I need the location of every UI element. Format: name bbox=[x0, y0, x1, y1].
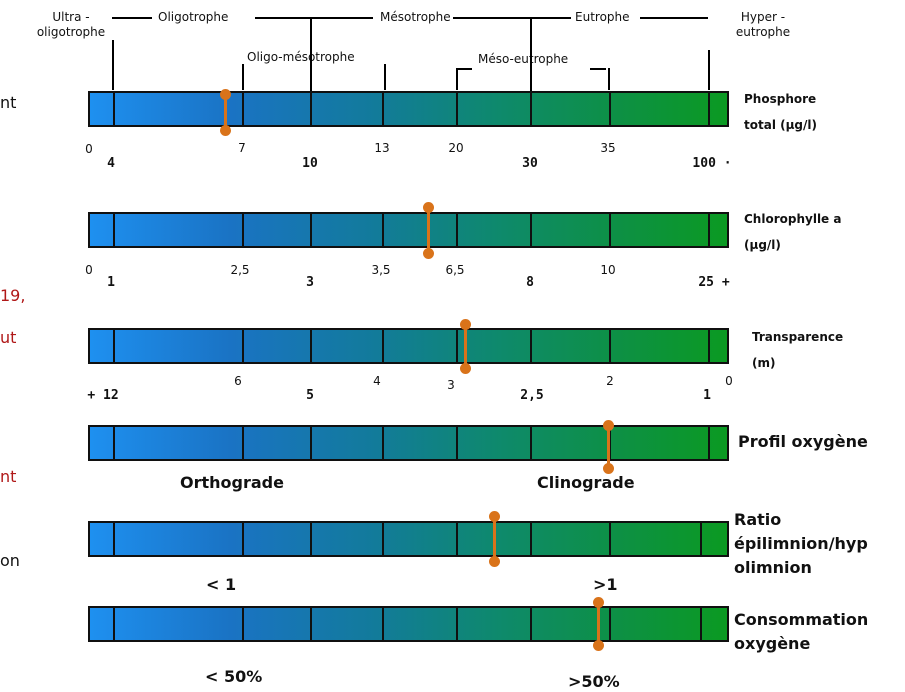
tick-label-bold: 30 bbox=[522, 156, 538, 171]
tick-label-bold: 3 bbox=[306, 275, 314, 290]
segment-clinograde: Clinograde bbox=[537, 473, 635, 492]
tick-label-bold: 8 bbox=[526, 275, 534, 290]
tick-label: 7 bbox=[238, 141, 246, 155]
bracket-ultra bbox=[112, 40, 114, 90]
marker-transparence bbox=[460, 319, 471, 374]
category-eutrophe: Eutrophe bbox=[575, 10, 630, 24]
tick-label: 10 bbox=[600, 263, 616, 277]
category-mesotrophe: Mésotrophe bbox=[380, 10, 451, 24]
segment-conso-high: >50% bbox=[568, 672, 620, 691]
marker-profil-oxygene bbox=[603, 420, 614, 474]
category-hyper-eutrophe: Hyper - eutrophe bbox=[735, 10, 791, 39]
tick-label-bold: 10 bbox=[302, 156, 318, 171]
segment-conso-low: < 50% bbox=[205, 667, 263, 686]
tick-label-bold: 25 + bbox=[698, 275, 730, 290]
tick-label: 6 bbox=[234, 374, 242, 388]
category-meso-eutrophe: Méso-eutrophe bbox=[478, 52, 569, 66]
label-ratio: Ratio épilimnion/hyp olimnion bbox=[734, 510, 868, 577]
bracket-oligo-meso bbox=[242, 64, 386, 90]
bar-consommation bbox=[88, 606, 729, 642]
bracket-meso-eutro-top-left bbox=[456, 68, 472, 70]
tick-label: 20 bbox=[448, 141, 464, 155]
tick-label: 2,5 bbox=[230, 263, 250, 277]
tick-label: 0 bbox=[85, 263, 93, 277]
tick-label-bold: 100 · bbox=[692, 156, 732, 171]
bar-transparence bbox=[88, 328, 729, 364]
bar-ratio bbox=[88, 521, 729, 557]
label-profil-oxygene: Profil oxygène bbox=[738, 432, 868, 451]
bracket-oligo-meso-mid bbox=[310, 17, 312, 91]
tick-label-bold: 2,5 bbox=[520, 388, 544, 403]
label-transparence: Transparence (m) bbox=[752, 330, 844, 370]
label-chlorophylle: Chlorophylle a (µg/l) bbox=[744, 212, 842, 252]
cut-text-3: ut bbox=[0, 328, 17, 347]
cut-text-1: nt bbox=[0, 93, 17, 112]
tick-label: 13 bbox=[374, 141, 390, 155]
label-phosphore: Phosphore total (µg/l) bbox=[744, 92, 817, 132]
category-ultra-oligotrophe: Ultra - oligotrophe bbox=[36, 10, 106, 39]
marker-chlorophylle bbox=[423, 202, 434, 259]
cut-text-2: 19, bbox=[0, 286, 26, 305]
bracket-meso-eutro-top-right bbox=[590, 68, 606, 70]
tick-label: 3,5 bbox=[371, 263, 391, 277]
label-consommation: Consommation oxygène bbox=[734, 610, 869, 653]
tick-label: 0 bbox=[725, 374, 733, 388]
marker-phosphore bbox=[220, 89, 231, 136]
bracket-meso-right bbox=[453, 17, 571, 19]
bar-phosphore bbox=[88, 91, 729, 127]
tick-label-bold: 4 bbox=[107, 156, 115, 171]
segment-ratio-high: >1 bbox=[593, 575, 618, 594]
tick-label: 4 bbox=[373, 374, 381, 388]
tick-label: 2 bbox=[606, 374, 614, 388]
marker-consommation bbox=[593, 597, 604, 651]
bracket-meso-eutro bbox=[456, 68, 610, 90]
bar-chlorophylle bbox=[88, 212, 729, 248]
segment-orthograde: Orthograde bbox=[180, 473, 284, 492]
tick-label: 6,5 bbox=[445, 263, 465, 277]
category-oligo-mesotrophe: Oligo-mésotrophe bbox=[247, 50, 355, 64]
bracket-oligo-left bbox=[112, 17, 152, 19]
tick-label-bold: 1 bbox=[703, 388, 711, 403]
tick-label: 35 bbox=[600, 141, 616, 155]
bracket-meso-eutro-mid bbox=[530, 17, 532, 91]
tick-label-bold: 5 bbox=[306, 388, 314, 403]
tick-label-bold: 1 bbox=[107, 275, 115, 290]
bracket-hyper bbox=[708, 50, 710, 90]
bracket-eutro-right bbox=[640, 17, 708, 19]
cut-text-5: on bbox=[0, 551, 20, 570]
tick-label-bold: + 12 bbox=[87, 388, 119, 403]
tick-label: 0 bbox=[85, 142, 93, 156]
bracket-oligo-right bbox=[255, 17, 373, 19]
segment-ratio-low: < 1 bbox=[206, 575, 237, 594]
bar-profil-oxygene bbox=[88, 425, 729, 461]
tick-label: 3 bbox=[447, 378, 455, 392]
category-oligotrophe: Oligotrophe bbox=[158, 10, 229, 24]
marker-ratio bbox=[489, 511, 500, 567]
cut-text-4: nt bbox=[0, 467, 17, 486]
